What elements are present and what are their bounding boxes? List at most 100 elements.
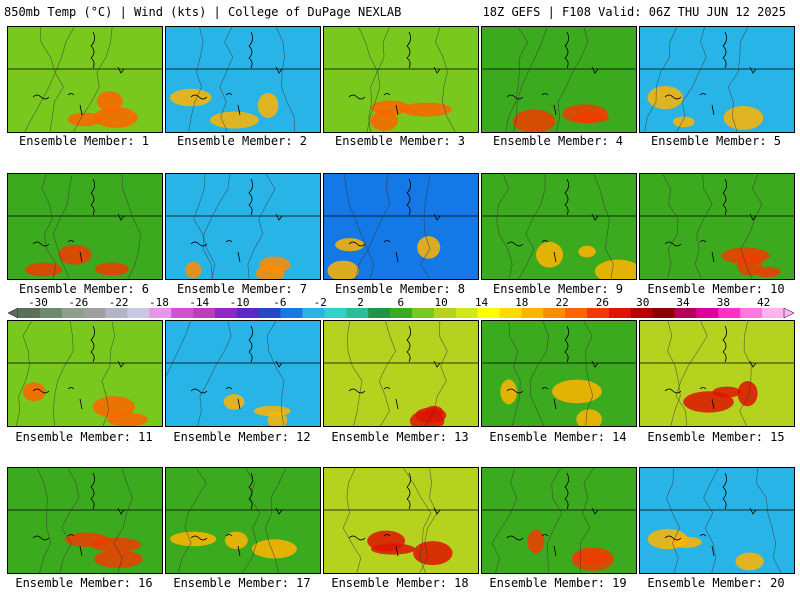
map-panel xyxy=(7,26,163,133)
coastline xyxy=(564,472,569,510)
temperature-field xyxy=(482,321,636,426)
member-caption: Ensemble Member: 3 xyxy=(334,134,466,148)
contour-line xyxy=(265,468,287,573)
warm-pocket xyxy=(683,391,734,413)
contour-line xyxy=(188,27,204,132)
warm-pocket xyxy=(552,379,602,404)
member-caption: Ensemble Member: 8 xyxy=(334,282,466,296)
contour-line xyxy=(644,27,678,132)
colorbar-tick-label: 2 xyxy=(357,296,364,309)
temperature-field xyxy=(166,468,320,573)
colorbar-swatch xyxy=(236,308,260,318)
warm-pocket xyxy=(22,382,46,402)
temperature-field xyxy=(166,174,320,279)
map-feature xyxy=(664,213,757,263)
map-feature xyxy=(348,507,441,557)
member-caption: Ensemble Member: 1 xyxy=(18,134,150,148)
contour-line xyxy=(242,468,261,573)
contour-line xyxy=(52,174,73,279)
map-feature xyxy=(506,507,599,557)
contour-line xyxy=(508,321,521,426)
warm-pocket xyxy=(327,260,359,279)
colorbar-swatch xyxy=(61,308,84,318)
map-panel xyxy=(481,173,637,280)
map-feature xyxy=(190,360,283,410)
warm-pocket xyxy=(223,394,245,410)
map-panel xyxy=(481,320,637,427)
coastline xyxy=(564,31,569,69)
member-caption: Ensemble Member: 4 xyxy=(492,134,624,148)
temperature-field xyxy=(166,321,320,426)
warm-pocket xyxy=(370,543,416,555)
member-caption: Ensemble Member: 17 xyxy=(173,576,311,590)
colorbar-swatch xyxy=(477,308,500,318)
warm-pocket xyxy=(723,105,764,130)
colorbar-swatch xyxy=(302,308,325,318)
colorbar-tick-label: 34 xyxy=(676,296,690,309)
contour-line xyxy=(555,27,589,132)
warm-pocket xyxy=(169,531,217,547)
contour-line xyxy=(73,27,113,132)
temperature-field xyxy=(166,27,320,132)
contour-line xyxy=(266,321,285,426)
map-feature xyxy=(664,66,757,116)
coastline xyxy=(90,472,95,510)
warm-pocket xyxy=(58,244,92,265)
colorbar-tick-label: 26 xyxy=(595,296,610,309)
contour-line xyxy=(583,321,594,426)
warm-pocket xyxy=(107,412,148,426)
warm-pocket xyxy=(185,261,202,279)
contour-line xyxy=(491,468,518,573)
colorbar-swatch xyxy=(740,308,763,318)
warm-pocket xyxy=(370,100,411,115)
warm-pocket xyxy=(251,539,297,559)
colorbar-arrow-right xyxy=(783,308,794,318)
warm-pocket xyxy=(64,532,109,547)
warm-pocket xyxy=(224,531,248,550)
contour-line xyxy=(368,27,390,132)
warm-pocket xyxy=(169,88,212,107)
member-caption: Ensemble Member: 5 xyxy=(650,134,782,148)
contour-line xyxy=(347,321,363,426)
colorbar-swatch xyxy=(674,308,697,318)
member-caption: Ensemble Member: 10 xyxy=(647,282,785,296)
warm-pocket xyxy=(737,380,758,407)
contour-line xyxy=(40,27,64,132)
contour-line xyxy=(378,321,396,426)
colorbar-swatch xyxy=(696,308,719,318)
colorbar-tick-label: -22 xyxy=(108,296,129,309)
temperature-band xyxy=(324,27,478,132)
map-feature xyxy=(506,360,599,410)
contour-line xyxy=(666,468,680,573)
contour-line xyxy=(756,468,782,573)
coastline xyxy=(406,472,411,510)
colorbar-tick-label: 38 xyxy=(716,296,730,309)
map-panel xyxy=(7,173,163,280)
colorbar-swatch xyxy=(83,308,106,318)
member-caption: Ensemble Member: 16 xyxy=(15,576,153,590)
colorbar-tick-label: 14 xyxy=(474,296,489,309)
temperature-band xyxy=(324,174,478,279)
map-panel xyxy=(323,173,479,280)
contour-line xyxy=(358,27,381,132)
member-caption: Ensemble Member: 7 xyxy=(176,282,308,296)
colorbar-swatch xyxy=(433,308,457,318)
warm-pocket xyxy=(536,241,564,268)
coastline xyxy=(248,325,253,363)
contour-line xyxy=(113,468,133,573)
colorbar-tick-label: -18 xyxy=(149,296,169,309)
contour-line xyxy=(166,321,191,378)
member-caption: Ensemble Member: 13 xyxy=(331,430,469,444)
map-panel xyxy=(7,320,163,427)
colorbar-swatch xyxy=(521,308,544,318)
contour-line xyxy=(193,174,216,279)
map-feature xyxy=(190,213,283,263)
contour-line xyxy=(219,27,234,132)
contour-line xyxy=(121,174,141,279)
warm-pocket xyxy=(576,409,602,426)
temperature-band xyxy=(482,468,636,573)
map-panel xyxy=(165,173,321,280)
warm-pocket xyxy=(672,116,695,128)
temperature-field xyxy=(640,468,794,573)
colorbar-swatch xyxy=(762,308,785,318)
